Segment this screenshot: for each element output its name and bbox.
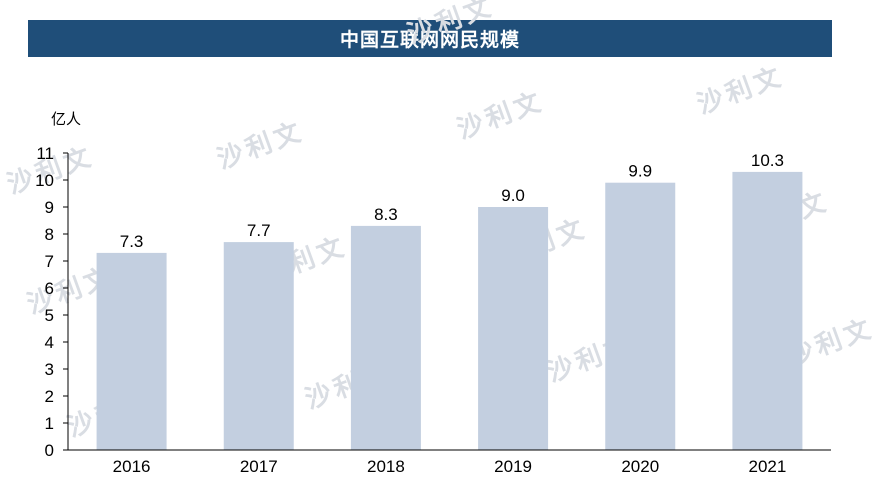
- y-tick-label: 8: [45, 225, 54, 244]
- bar-2016: [96, 252, 167, 450]
- data-label: 7.3: [120, 232, 144, 251]
- y-tick-label: 2: [45, 387, 54, 406]
- data-label: 10.3: [751, 151, 784, 170]
- bar-2019: [478, 207, 549, 450]
- bar-2017: [223, 242, 294, 450]
- bar-2018: [350, 225, 421, 450]
- x-tick-label: 2019: [494, 457, 532, 476]
- bar-2020: [605, 182, 676, 450]
- y-tick-label: 5: [45, 306, 54, 325]
- y-tick-label: 4: [45, 333, 54, 352]
- data-label: 8.3: [374, 205, 398, 224]
- y-tick-label: 3: [45, 360, 54, 379]
- x-tick-label: 2021: [749, 457, 787, 476]
- data-label: 9.9: [628, 162, 652, 181]
- x-tick-label: 2020: [621, 457, 659, 476]
- y-tick-label: 6: [45, 279, 54, 298]
- y-tick-label: 0: [45, 441, 54, 460]
- bar-2021: [732, 171, 803, 450]
- chart-title: 中国互联网网民规模: [339, 29, 520, 51]
- chart-title-bar: 中国互联网网民规模: [28, 20, 832, 57]
- y-axis-unit: 亿人: [51, 110, 82, 128]
- y-tick-label: 10: [35, 171, 54, 190]
- y-tick-label: 9: [45, 198, 54, 217]
- y-tick-label: 1: [45, 414, 54, 433]
- x-tick-label: 2016: [113, 457, 151, 476]
- x-tick-label: 2017: [240, 457, 278, 476]
- y-tick-label: 7: [45, 252, 54, 271]
- y-tick-label: 11: [36, 144, 54, 163]
- data-label: 7.7: [247, 221, 271, 240]
- data-label: 9.0: [501, 186, 525, 205]
- x-tick-label: 2018: [367, 457, 405, 476]
